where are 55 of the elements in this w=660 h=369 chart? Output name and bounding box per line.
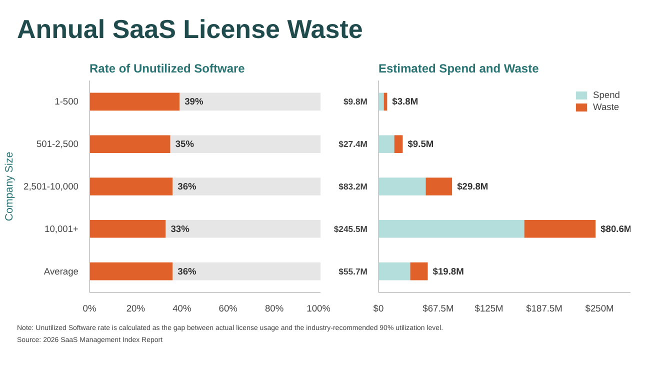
x-tick-label: $125M — [474, 304, 504, 314]
x-tick-label: 100% — [306, 304, 330, 314]
bar — [166, 220, 320, 238]
total-label: $245.5M — [334, 224, 368, 234]
bar — [378, 135, 394, 154]
bar — [378, 178, 426, 196]
bar — [180, 92, 320, 111]
x-tick-label: 40% — [172, 304, 192, 314]
y-tick-label: 1-500 — [54, 96, 78, 107]
data-label: 36% — [178, 182, 198, 192]
x-tick-label: 0% — [82, 304, 96, 314]
x-tick-label: 60% — [218, 304, 238, 314]
legend-label: Waste — [593, 102, 620, 112]
bar — [378, 220, 524, 238]
bar — [410, 262, 428, 280]
bar — [90, 262, 173, 280]
x-tick-label: $187.5M — [526, 304, 562, 314]
bar — [394, 135, 403, 154]
data-label: $19.8M — [432, 266, 464, 276]
data-label: 36% — [178, 266, 198, 276]
total-label: $55.7M — [338, 266, 368, 276]
data-label: $29.8M — [457, 182, 488, 192]
chart-title: Estimated Spend and Waste — [378, 62, 540, 76]
y-tick-label: Average — [44, 266, 79, 276]
data-label: $9.5M — [408, 139, 434, 150]
bar — [426, 178, 452, 196]
total-label: $27.4M — [338, 139, 368, 150]
x-tick-label: 20% — [126, 304, 146, 314]
bar — [524, 220, 596, 238]
bar — [378, 262, 410, 280]
x-tick-label: $0 — [373, 304, 384, 314]
bar — [90, 92, 180, 111]
x-tick-label: $67.5M — [422, 304, 454, 314]
bar — [378, 92, 384, 111]
y-tick-label: 10,001+ — [44, 224, 79, 234]
bar — [90, 178, 173, 196]
bar — [90, 135, 170, 154]
y-tick-label: 501-2,500 — [36, 139, 79, 150]
legend-label: Spend — [593, 90, 620, 100]
bar — [170, 135, 320, 154]
total-label: $9.8M — [343, 96, 368, 107]
total-label: $83.2M — [338, 182, 368, 192]
chart-title: Annual SaaS License Waste — [17, 13, 363, 46]
data-label: 35% — [175, 139, 195, 150]
bar — [90, 220, 166, 238]
x-tick-label: $250M — [585, 304, 614, 314]
bar — [172, 262, 320, 280]
x-tick-label: 80% — [264, 304, 284, 314]
chart-subtitle: Rate of Unutilized Software — [90, 62, 246, 76]
data-label: 33% — [170, 224, 190, 234]
data-label: 39% — [184, 96, 204, 107]
data-label: $3.8M — [392, 96, 418, 107]
bar — [172, 178, 320, 196]
y-axis-title: Company Size — [4, 152, 16, 222]
y-tick-label: 2,501-10,000 — [24, 182, 79, 192]
